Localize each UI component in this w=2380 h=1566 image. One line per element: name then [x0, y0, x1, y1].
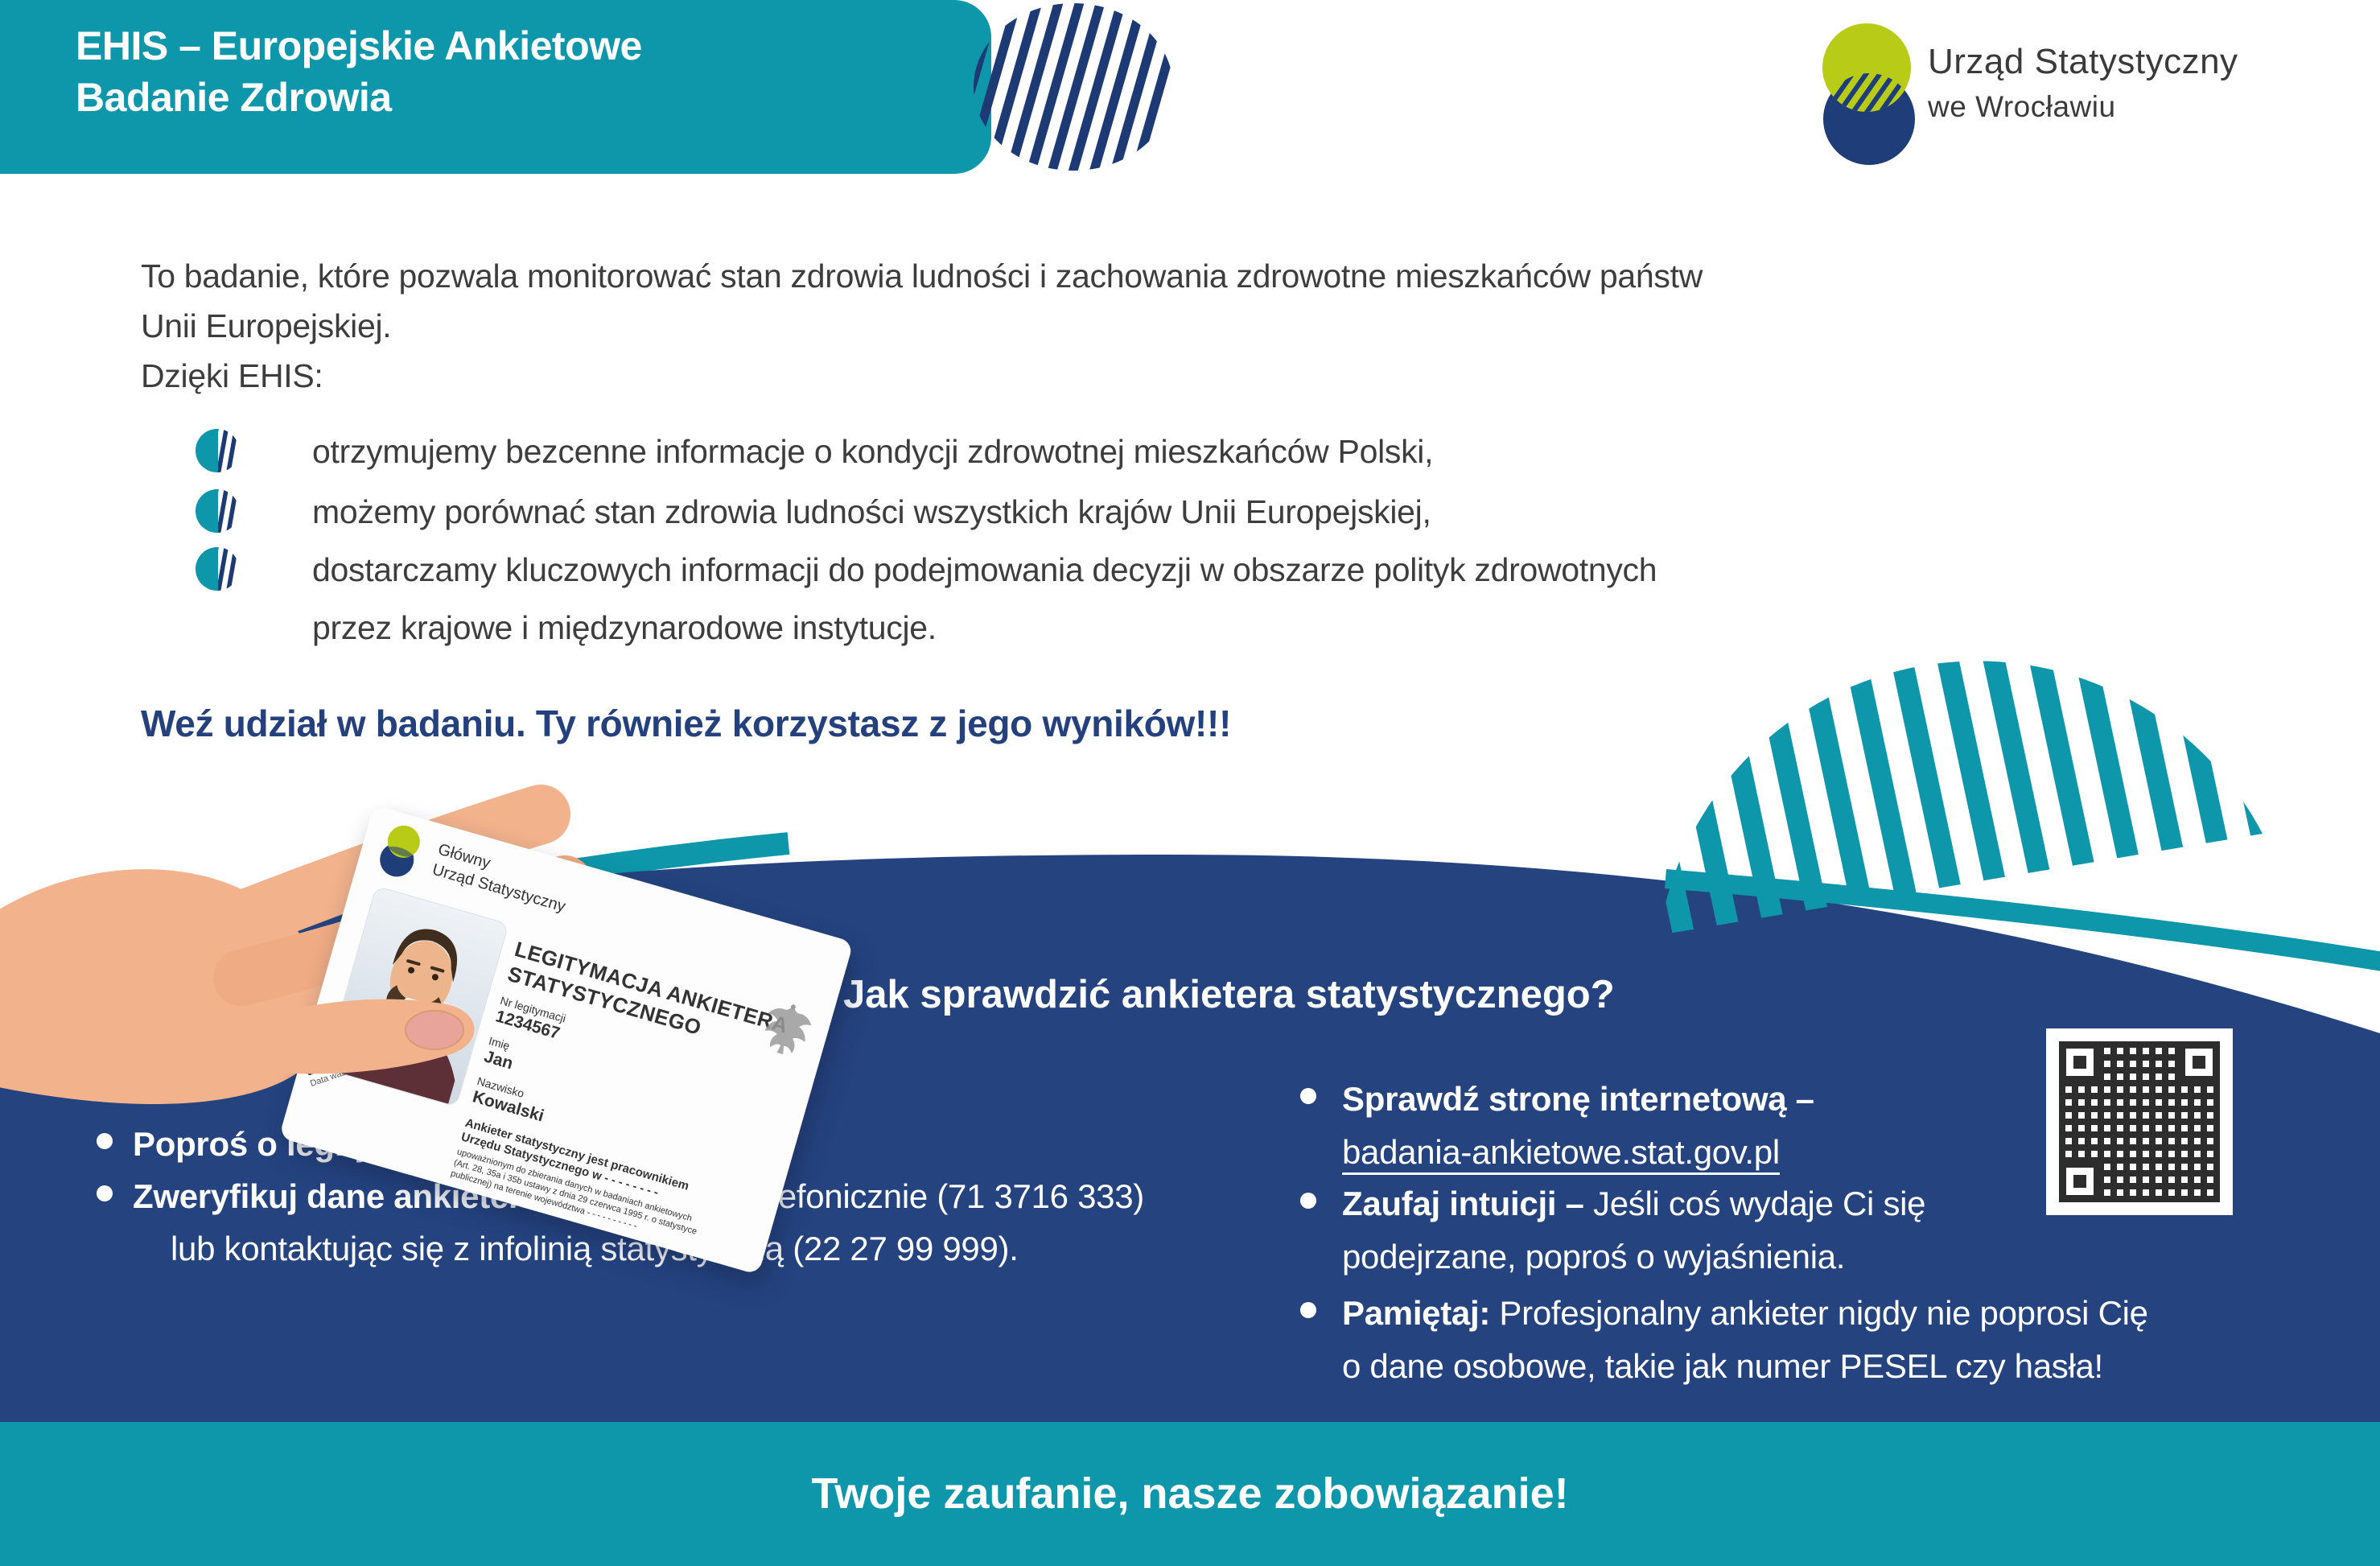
benefit-item-1: otrzymujemy bezcenne informacje o kondyc… — [312, 433, 1434, 470]
banner-title-line2: Badanie Zdrowia — [76, 75, 392, 120]
verify-right-item-2: Zaufaj intuicji – Jeśli coś wydaje Ci si… — [1342, 1185, 1926, 1223]
office-name: Urząd Statystyczny — [1928, 42, 2238, 81]
benefit-item-2: możemy porównać stan zdrowia ludności ws… — [312, 493, 1431, 530]
qr-finder-icon — [2178, 1041, 2220, 1083]
office-city: we Wrocławiu — [1928, 90, 2116, 123]
teal-curve-decoration-right — [1664, 869, 2380, 971]
gus-logo-icon — [380, 825, 420, 877]
footer-bar — [0, 1422, 2380, 1566]
verify-right-item-3-continuation: o dane osobowe, takie jak numer PESEL cz… — [1342, 1347, 2103, 1385]
qr-code — [2059, 1041, 2220, 1202]
verify-right-item-1-bold: Sprawdź stronę internetową – — [1342, 1080, 1814, 1118]
striped-circle-decoration — [974, 3, 1173, 171]
qr-code-panel — [2046, 1028, 2233, 1215]
website-link-text[interactable]: badania-ankietowe.stat.gov.pl — [1342, 1133, 1780, 1175]
bullet-dot — [1300, 1302, 1316, 1318]
statistical-office-logo-icon — [1822, 23, 1915, 165]
verify-right-item-3-rest: Profesjonalny ankieter nigdy nie poprosi… — [1490, 1294, 2148, 1332]
verify-right-item-2-rest: Jeśli coś wydaje Ci się — [1583, 1185, 1926, 1222]
verify-left-item-2-continuation: lub kontaktując się z infolinią statysty… — [171, 1230, 1019, 1267]
verify-right-item-2-bold: Zaufaj intuicji – — [1342, 1185, 1584, 1222]
qr-finder-icon — [2059, 1041, 2101, 1083]
striped-sphere-bullet-icon — [196, 429, 239, 472]
verify-right-item-2-continuation: podejrzane, poproś o wyjaśnienia. — [1342, 1238, 1846, 1275]
bullet-dot — [97, 1133, 113, 1149]
verify-right-item-1: Sprawdź stronę internetową – — [1342, 1080, 1814, 1119]
verify-right-item-3-bold: Pamiętaj: — [1342, 1294, 1491, 1332]
eagle-emblem-icon — [764, 1003, 812, 1055]
verify-section-heading: Jak sprawdzić ankietera statystycznego? — [843, 973, 1615, 1016]
striped-sphere-bullet-icon — [196, 547, 239, 591]
striped-sphere-bullet-icon — [196, 489, 239, 533]
intro-line1: To badanie, które pozwala monitorować st… — [141, 258, 1703, 295]
bullet-dot — [97, 1185, 113, 1201]
benefit-item-3-continuation: przez krajowe i międzynarodowe instytucj… — [312, 609, 937, 646]
website-link[interactable]: badania-ankietowe.stat.gov.pl — [1342, 1133, 1780, 1175]
qr-finder-icon — [2059, 1160, 2101, 1202]
intro-line3: Dzięki EHIS: — [141, 357, 323, 394]
cta-heading: Weź udział w badaniu. Ty również korzyst… — [141, 703, 1232, 744]
card-firstname-value: Jan — [482, 1047, 516, 1074]
bullet-dot — [1300, 1193, 1316, 1209]
program-banner — [0, 0, 991, 174]
footer-slogan: Twoje zaufanie, nasze zobowiązanie! — [811, 1469, 1569, 1518]
striped-fan-decoration — [1659, 661, 2263, 935]
verify-right-item-3: Pamiętaj: Profesjonalny ankieter nigdy n… — [1342, 1294, 2148, 1333]
bullet-dot — [1300, 1088, 1316, 1104]
intro-line2: Unii Europejskiej. — [141, 307, 392, 344]
benefit-item-3: dostarczamy kluczowych informacji do pod… — [312, 551, 1657, 588]
banner-title-line1: EHIS – Europejskie Ankietowe — [76, 23, 642, 68]
